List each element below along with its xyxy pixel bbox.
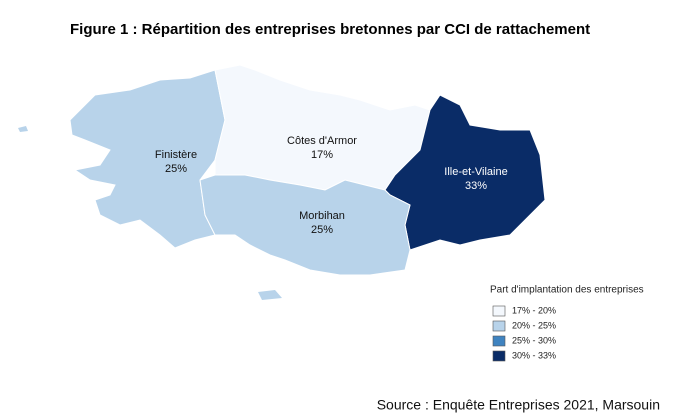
island [18, 126, 28, 132]
legend-swatch [492, 335, 506, 347]
region-value: 25% [311, 224, 333, 236]
legend-label: 17% - 20% [512, 305, 556, 315]
island [258, 290, 282, 300]
region-shape [214, 64, 431, 191]
region-value: 25% [165, 163, 187, 175]
legend-label: 30% - 33% [512, 350, 556, 360]
region-name: Ille-et-Vilaine [444, 166, 507, 178]
region-shape [69, 69, 226, 249]
region-name: Morbihan [299, 210, 345, 222]
figure-title: Figure 1 : Répartition des entreprises b… [70, 21, 590, 38]
legend-swatch [492, 350, 506, 362]
region-name: Finistère [155, 149, 197, 161]
legend-label: 25% - 30% [512, 335, 556, 345]
legend-title: Part d'implantation des entreprises [490, 285, 644, 296]
source: Source : Enquête Entreprises 2021, Marso… [377, 397, 660, 413]
legend-swatch [492, 320, 506, 332]
legend-label: 20% - 25% [512, 320, 556, 330]
region-shape [199, 174, 411, 276]
region-value: 33% [465, 180, 487, 192]
region-name: Côtes d'Armor [287, 135, 357, 147]
region-value: 17% [311, 149, 333, 161]
legend: 17% - 20% 20% - 25% 25% - 30% 30% - 33% [492, 305, 556, 362]
legend-swatch [492, 305, 506, 317]
